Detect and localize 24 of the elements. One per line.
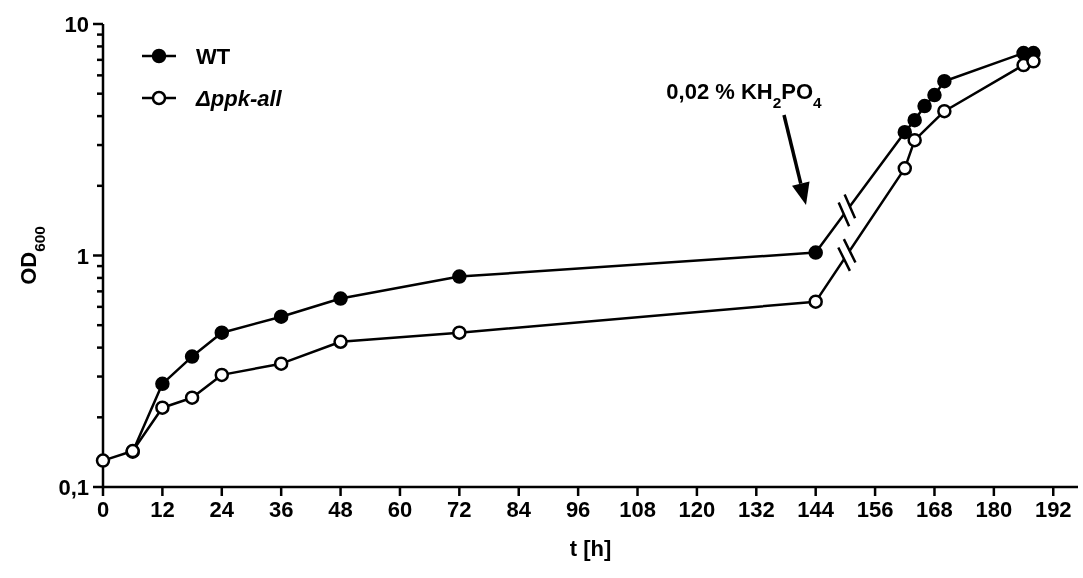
x-axis-title: t [h] <box>569 536 612 561</box>
x-tick-label: 192 <box>1034 497 1072 522</box>
x-tick-label: 0 <box>96 497 110 522</box>
x-tick-label: 108 <box>619 497 656 522</box>
x-tick-label: 180 <box>975 497 1013 522</box>
x-tick-label: 96 <box>565 497 591 522</box>
x-tick-label: 120 <box>678 497 716 522</box>
annotation: 0,02 % KH$_{2}$PO$_{4}$ <box>666 79 823 111</box>
x-tick-label: 132 <box>737 497 775 522</box>
x-tick-label: 168 <box>916 497 953 522</box>
legend-label: WT <box>196 44 231 69</box>
x-tick-label: 144 <box>797 497 835 522</box>
y-tick-label: 0,1 <box>58 475 89 500</box>
y-tick-label: 1 <box>76 243 89 269</box>
x-tick-label: 48 <box>328 497 353 522</box>
x-tick-label: 72 <box>447 497 472 522</box>
x-tick-label: 12 <box>150 497 175 522</box>
x-tick-label: 24 <box>209 497 235 522</box>
x-tick-label: 156 <box>856 497 894 522</box>
x-tick-label: 84 <box>506 497 532 522</box>
y-tick-label: 10 <box>64 12 89 37</box>
legend-label: Δppk-all <box>195 86 283 111</box>
x-tick-label: 60 <box>387 497 413 522</box>
x-tick-label: 36 <box>268 497 294 522</box>
